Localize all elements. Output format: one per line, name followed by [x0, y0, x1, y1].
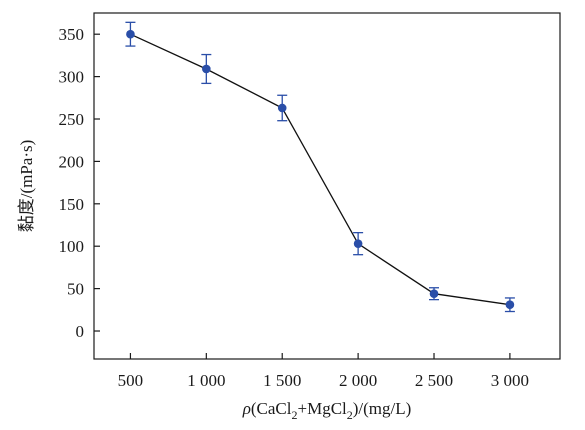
x-tick-label: 2 000	[339, 371, 377, 390]
x-tick-label: 1 000	[187, 371, 225, 390]
x-axis-title-part: )/(mg/L)	[353, 399, 412, 418]
data-point	[505, 300, 515, 310]
series-layer	[125, 21, 515, 313]
y-tick-label: 250	[59, 110, 85, 129]
x-axis-title-subscript: 2	[347, 408, 353, 422]
data-point	[353, 239, 363, 248]
x-tick-label: 3 000	[491, 371, 529, 390]
y-tick-label: 0	[76, 322, 85, 341]
x-tick-label: 2 500	[415, 371, 453, 390]
x-tick-label: 500	[118, 371, 144, 390]
x-axis-title-subscript: 2	[291, 408, 297, 422]
y-tick-label: 200	[59, 152, 85, 171]
data-point	[429, 289, 439, 299]
series-line	[130, 33, 510, 306]
y-tick-label: 50	[67, 280, 84, 299]
data-point	[277, 103, 287, 113]
x-axis: 500 1 000 1 500 2 000 2 500 3 000	[118, 353, 529, 390]
x-axis-title-part: (CaCl	[251, 399, 292, 418]
y-tick-label: 350	[59, 25, 85, 44]
data-point	[126, 29, 135, 39]
x-tick-label: 1 500	[263, 371, 301, 390]
x-axis-title: ρ(CaCl2+MgCl2)/(mg/L)	[242, 399, 412, 422]
y-axis: 0 50 100 150 200 250 300 350	[59, 25, 100, 341]
data-point	[202, 64, 211, 74]
x-axis-title-part: +MgCl	[297, 399, 347, 418]
y-tick-label: 300	[59, 68, 85, 87]
x-axis-title-symbol: ρ	[242, 399, 251, 418]
y-tick-label: 100	[59, 237, 85, 256]
y-axis-title: 黏度/(mPa·s)	[17, 140, 36, 233]
plot-frame	[93, 12, 561, 360]
y-tick-label: 150	[59, 195, 85, 214]
